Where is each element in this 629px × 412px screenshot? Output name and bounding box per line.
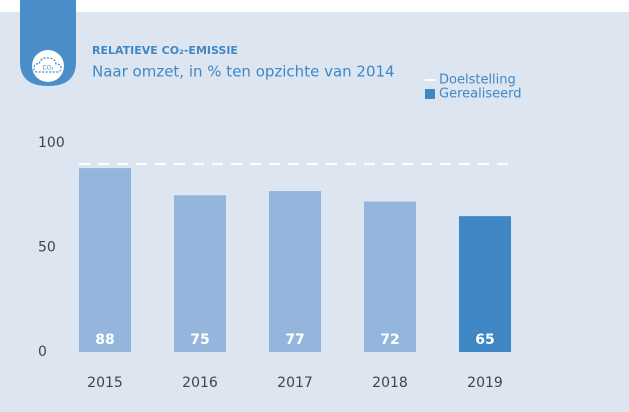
icon-cloud — [33, 57, 62, 73]
bar — [364, 201, 416, 352]
x-tick-label: 2019 — [467, 375, 503, 391]
icon-label: CO₂ — [42, 65, 54, 72]
x-tick-label: 2017 — [277, 375, 313, 391]
value-label: 72 — [380, 332, 399, 348]
x-tick-label: 2015 — [87, 375, 123, 391]
bar — [79, 168, 131, 352]
y-tick-label: 50 — [38, 240, 56, 256]
value-label: 75 — [190, 332, 209, 348]
x-tick-label: 2018 — [372, 375, 408, 391]
x-tick-label: 2016 — [182, 375, 218, 391]
legend-swatch — [425, 89, 435, 99]
bar — [269, 191, 321, 352]
legend-label: Doelstelling — [439, 73, 516, 88]
value-label: 88 — [95, 332, 114, 348]
y-tick-label: 100 — [38, 135, 65, 151]
icon-circle — [32, 50, 64, 82]
bar — [174, 195, 226, 352]
value-label: 77 — [285, 332, 304, 348]
bar — [459, 216, 511, 352]
chart-title: RELATIEVE CO₂-EMISSIE — [92, 44, 238, 57]
legend-label: Gerealiseerd — [439, 87, 521, 102]
y-tick-label: 0 — [38, 344, 47, 360]
chart-subtitle: Naar omzet, in % ten opzichte van 2014 — [92, 63, 395, 81]
value-label: 65 — [475, 332, 494, 348]
